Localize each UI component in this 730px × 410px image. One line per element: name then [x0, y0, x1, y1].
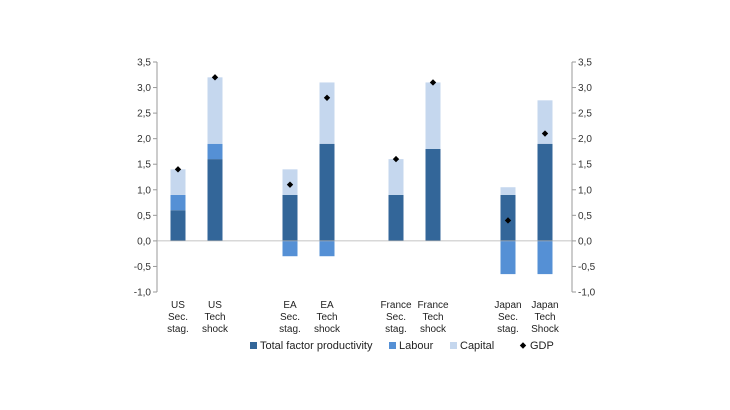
y-tick-label-right: 2,0 [578, 134, 592, 145]
gdp-marker [211, 74, 219, 81]
legend-label: Total factor productivity [260, 340, 373, 352]
y-tick-label-right: 2,5 [578, 109, 592, 120]
x-category-label: shock [420, 324, 447, 335]
bar-segment-capital [500, 187, 516, 195]
bar-segment-labour [207, 143, 223, 160]
y-tick-label-left: 1,0 [137, 185, 151, 196]
gdp-marker [429, 79, 437, 86]
y-tick-label-left: 2,5 [137, 109, 151, 120]
y-tick-label-left: 0,5 [137, 211, 151, 222]
gdp-marker [174, 166, 182, 173]
legend-label: Capital [460, 340, 494, 352]
x-category-label: Shock [531, 324, 560, 335]
y-tick-label-right: 3,0 [578, 83, 592, 94]
legend-swatch-total-factor-productivity [250, 342, 257, 349]
gdp-marker [392, 155, 400, 163]
y-tick-label-right: 1,5 [578, 160, 592, 171]
bar-segment-total-factor-productivity [170, 210, 186, 241]
x-category-label: EA [283, 300, 297, 311]
bar-segment-capital [207, 77, 223, 144]
gdp-marker [541, 130, 549, 137]
y-tick-label-right: 3,5 [578, 58, 592, 69]
legend-label: Labour [399, 340, 434, 352]
legend-swatch-labour [389, 342, 396, 349]
y-tick-label-right: -0,5 [578, 262, 596, 273]
bar-segment-capital [425, 82, 441, 149]
y-tick-label-right: 0,0 [578, 236, 592, 247]
bar-segment-labour [282, 240, 298, 257]
bar-segment-capital [537, 100, 553, 144]
x-category-label: France [417, 300, 449, 311]
x-category-label: stag. [167, 324, 189, 335]
bar-segment-capital [319, 82, 335, 144]
bar-segment-labour [170, 194, 186, 211]
y-tick-label-right: -1,0 [578, 288, 596, 299]
x-category-label: Japan [531, 300, 558, 311]
x-category-label: Sec. [386, 312, 406, 323]
y-tick-label-left: 2,0 [137, 134, 151, 145]
y-tick-label-right: 1,0 [578, 185, 592, 196]
y-tick-label-left: 3,0 [137, 83, 151, 94]
y-tick-label-left: -0,5 [134, 262, 152, 273]
legend-label: GDP [530, 340, 554, 352]
x-category-label: Sec. [498, 312, 518, 323]
bar-segment-total-factor-productivity [319, 143, 335, 241]
bar-segment-labour [537, 240, 553, 275]
x-category-label: shock [314, 324, 341, 335]
bar-segment-capital [388, 159, 404, 195]
bar-segment-total-factor-productivity [388, 194, 404, 241]
x-category-label: Tech [534, 312, 555, 323]
x-category-label: stag. [279, 324, 301, 335]
x-category-label: stag. [497, 324, 519, 335]
x-category-label: Tech [316, 312, 337, 323]
y-tick-label-left: 3,5 [137, 58, 151, 69]
x-category-label: Sec. [168, 312, 188, 323]
bar-segment-labour [500, 240, 516, 275]
y-tick-label-left: 1,5 [137, 160, 151, 171]
bar-segment-capital [170, 169, 186, 195]
legend-swatch-gdp [519, 342, 527, 349]
x-category-label: EA [320, 300, 334, 311]
x-category-label: US [171, 300, 185, 311]
bar-segment-total-factor-productivity [282, 194, 298, 241]
y-tick-label-left: -1,0 [134, 288, 152, 299]
x-category-label: stag. [385, 324, 407, 335]
x-category-label: Sec. [280, 312, 300, 323]
bar-segment-total-factor-productivity [537, 143, 553, 241]
bar-segment-labour [319, 240, 335, 257]
y-tick-label-left: 0,0 [137, 236, 151, 247]
legend-swatch-capital [450, 342, 457, 349]
x-category-label: France [380, 300, 412, 311]
bar-segment-total-factor-productivity [207, 159, 223, 241]
x-category-label: Tech [422, 312, 443, 323]
y-tick-label-right: 0,5 [578, 211, 592, 222]
gdp-marker [504, 217, 512, 224]
gdp-marker [323, 94, 331, 101]
x-category-label: Tech [204, 312, 225, 323]
x-category-label: US [208, 300, 222, 311]
bar-segment-total-factor-productivity [425, 148, 441, 241]
x-category-label: Japan [494, 300, 521, 311]
x-category-label: shock [202, 324, 229, 335]
gdp-marker [286, 181, 294, 188]
